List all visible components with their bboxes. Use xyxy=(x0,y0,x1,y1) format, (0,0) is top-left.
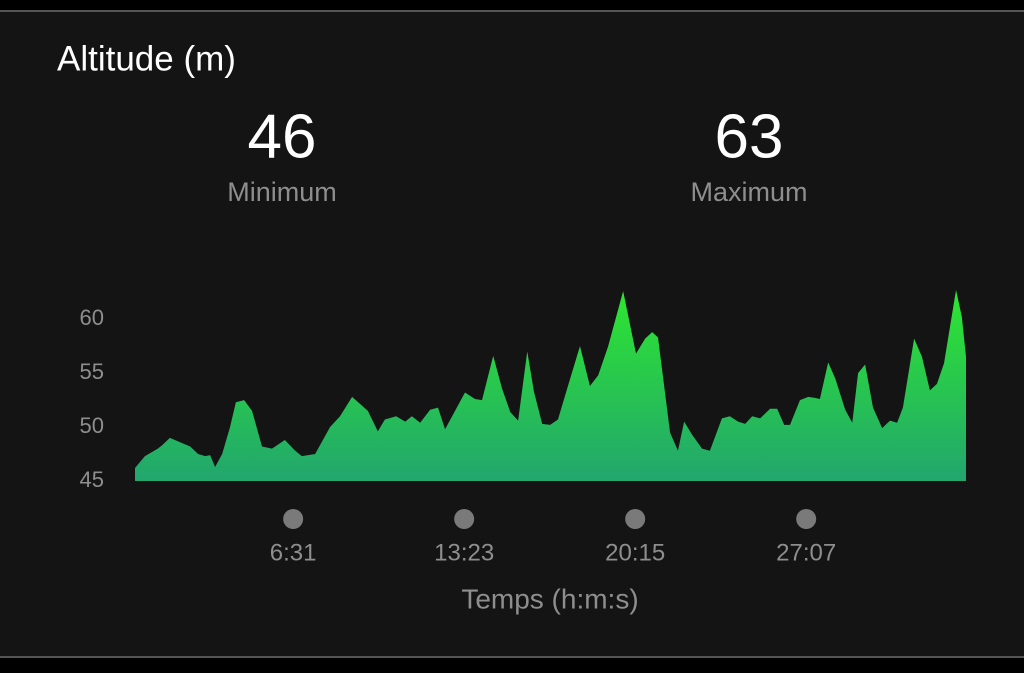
y-tick-label: 45 xyxy=(80,467,104,492)
x-tick-dot xyxy=(283,509,304,529)
x-tick-label: 6:31 xyxy=(270,539,317,566)
y-tick-label: 50 xyxy=(80,413,104,438)
altitude-area xyxy=(135,290,966,481)
card-title: Altitude (m) xyxy=(57,39,236,78)
x-tick-label: 27:07 xyxy=(776,539,836,566)
stat-label: Minimum xyxy=(227,177,337,207)
stat-label: Maximum xyxy=(690,177,807,207)
x-axis-label: Temps (h:m:s) xyxy=(461,583,638,614)
x-tick-label: 13:23 xyxy=(434,539,494,566)
x-tick-dot xyxy=(625,509,646,529)
card xyxy=(0,11,1024,657)
y-tick-label: 55 xyxy=(80,359,104,384)
y-tick-label: 60 xyxy=(80,305,104,330)
x-tick-dot xyxy=(454,509,475,529)
stat-value: 46 xyxy=(248,102,317,171)
x-tick-dot xyxy=(796,509,817,529)
x-tick-label: 20:15 xyxy=(605,539,665,566)
stat-value: 63 xyxy=(715,102,784,171)
